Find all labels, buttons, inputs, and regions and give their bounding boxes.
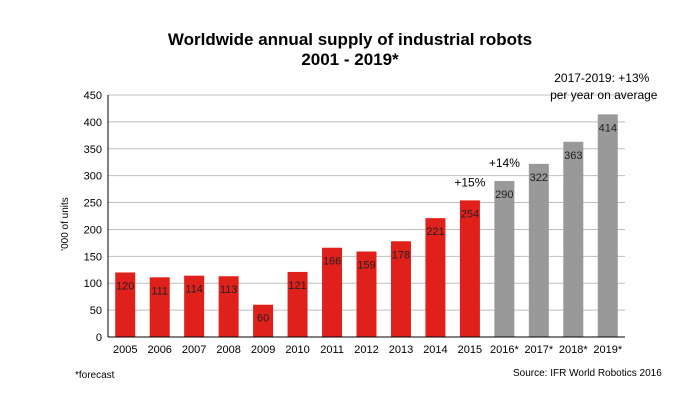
footnote: *forecast	[75, 370, 115, 381]
annotation-growth: +14%	[489, 156, 520, 170]
bar	[184, 275, 205, 337]
annotation-growth: +15%	[454, 175, 485, 189]
y-tick-label: 100	[84, 278, 102, 290]
bar	[494, 181, 515, 337]
bar	[597, 114, 618, 337]
x-tick-label: 2018*	[559, 344, 588, 356]
x-tick-label: 2014	[423, 344, 447, 356]
data-label: 113	[220, 284, 238, 296]
data-label: 60	[257, 313, 269, 325]
y-tick-label: 0	[96, 332, 102, 344]
data-label: 322	[530, 172, 548, 184]
bar	[115, 272, 136, 337]
y-tick-label: 250	[84, 198, 102, 210]
bar	[459, 200, 480, 337]
x-tick-label: 2006	[147, 344, 171, 356]
x-tick-label: 2016*	[490, 344, 519, 356]
bar	[218, 276, 239, 337]
y-tick-label: 50	[90, 305, 102, 317]
x-tick-label: 2007	[182, 344, 206, 356]
annotation-cagr-note: per year on average	[550, 88, 658, 102]
annotation-cagr: 2017-2019: +13%	[554, 71, 649, 85]
y-tick-label: 400	[84, 117, 102, 129]
chart-subtitle: 2001 - 2019*	[301, 50, 399, 69]
x-tick-label: 2005	[113, 344, 137, 356]
x-tick-label: 2012	[354, 344, 378, 356]
bar	[322, 247, 343, 337]
x-tick-label: 2017*	[524, 344, 553, 356]
bar	[563, 141, 584, 337]
data-label: 414	[599, 122, 617, 134]
source-note: Source: IFR World Robotics 2016	[513, 368, 662, 379]
chart-title: Worldwide annual supply of industrial ro…	[167, 30, 533, 49]
data-label: 221	[426, 226, 444, 238]
data-label: 290	[495, 189, 513, 201]
bar	[149, 277, 170, 337]
x-tick-label: 2019*	[593, 344, 622, 356]
y-axis-label: '000 of units	[60, 197, 71, 251]
bar	[425, 218, 446, 337]
bar	[287, 271, 308, 337]
bar	[356, 251, 377, 337]
bar	[253, 304, 274, 337]
x-tick-label: 2015	[458, 344, 482, 356]
bar	[528, 163, 549, 337]
data-label: 111	[151, 285, 168, 297]
data-label: 159	[357, 259, 375, 271]
chart-title-block: Worldwide annual supply of industrial ro…	[0, 30, 700, 70]
x-tick-label: 2010	[285, 344, 309, 356]
x-tick-label: 2011	[320, 344, 344, 356]
y-tick-label: 150	[84, 251, 102, 263]
data-label: 166	[323, 256, 341, 268]
data-label: 363	[564, 150, 582, 162]
data-label: 254	[461, 208, 479, 220]
x-tick-label: 2013	[389, 344, 413, 356]
y-tick-label: 350	[84, 144, 102, 156]
data-label: 114	[185, 284, 203, 296]
data-label: 120	[116, 280, 134, 292]
y-tick-label: 450	[84, 90, 102, 102]
data-label: 178	[392, 249, 410, 261]
data-label: 121	[288, 280, 306, 292]
x-tick-label: 2009	[251, 344, 275, 356]
y-tick-label: 200	[84, 224, 102, 236]
bar	[390, 241, 411, 337]
x-tick-label: 2008	[216, 344, 240, 356]
y-tick-label: 300	[84, 171, 102, 183]
